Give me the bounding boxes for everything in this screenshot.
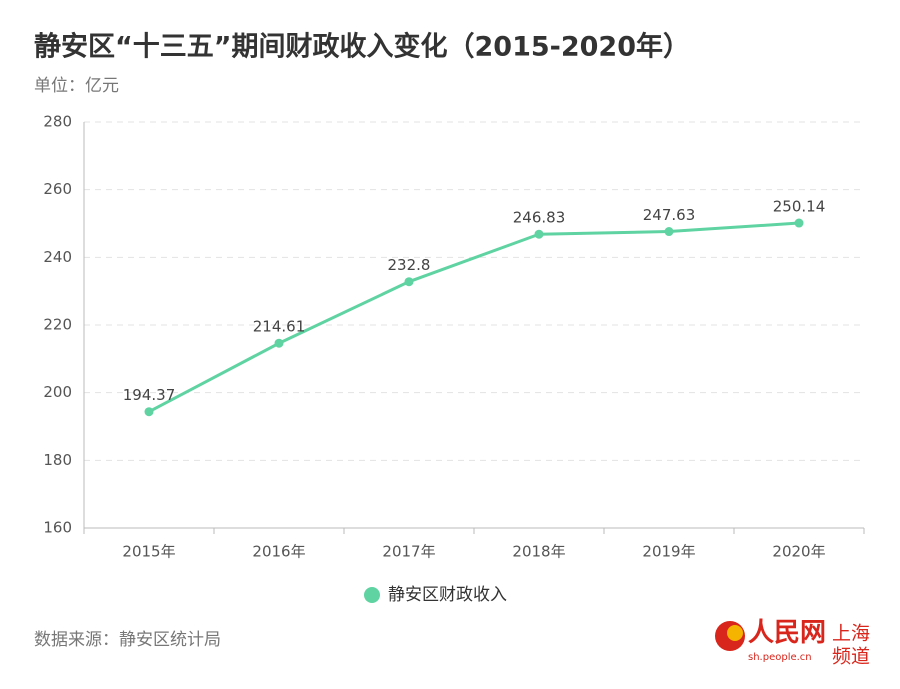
y-tick-label: 240 — [43, 248, 72, 266]
logo-channel: 上海 — [832, 623, 870, 645]
data-label: 246.83 — [513, 209, 566, 227]
data-label: 232.8 — [388, 256, 431, 274]
data-point — [534, 229, 544, 239]
data-point — [664, 227, 674, 237]
data-label: 194.37 — [123, 386, 176, 404]
data-label: 250.14 — [773, 198, 826, 216]
x-tick-label: 2018年 — [512, 543, 565, 561]
logo-name: 人民网 — [748, 618, 826, 648]
y-tick-label: 280 — [43, 113, 72, 131]
y-tick-label: 160 — [43, 519, 72, 537]
data-point — [794, 218, 804, 228]
x-tick-label: 2017年 — [382, 543, 435, 561]
legend-label: 静安区财政收入 — [388, 585, 507, 605]
y-tick-label: 220 — [43, 316, 72, 334]
y-tick-label: 260 — [43, 180, 72, 198]
data-point — [274, 338, 284, 348]
x-tick-label: 2015年 — [122, 543, 175, 561]
chart-title: 静安区“十三五”期间财政收入变化（2015-2020年） — [34, 31, 690, 63]
x-tick-label: 2016年 — [252, 543, 305, 561]
y-tick-label: 180 — [43, 451, 72, 469]
x-tick-label: 2019年 — [642, 543, 695, 561]
series-line — [148, 221, 800, 414]
legend-marker — [364, 587, 380, 603]
chart-subtitle: 单位：亿元 — [34, 76, 119, 96]
data-label: 214.61 — [253, 318, 306, 336]
logo-url: sh.people.cn — [748, 652, 812, 663]
logo-channel: 频道 — [832, 646, 870, 668]
y-tick-label: 200 — [43, 383, 72, 401]
data-label: 247.63 — [643, 206, 696, 224]
data-point — [404, 277, 414, 287]
source-note: 数据来源：静安区统计局 — [34, 630, 221, 650]
data-point — [144, 407, 154, 417]
logo-icon-inner — [727, 625, 743, 641]
x-tick-label: 2020年 — [772, 543, 825, 561]
logo: 人民网 sh.people.cn 上海 频道 — [715, 618, 870, 668]
